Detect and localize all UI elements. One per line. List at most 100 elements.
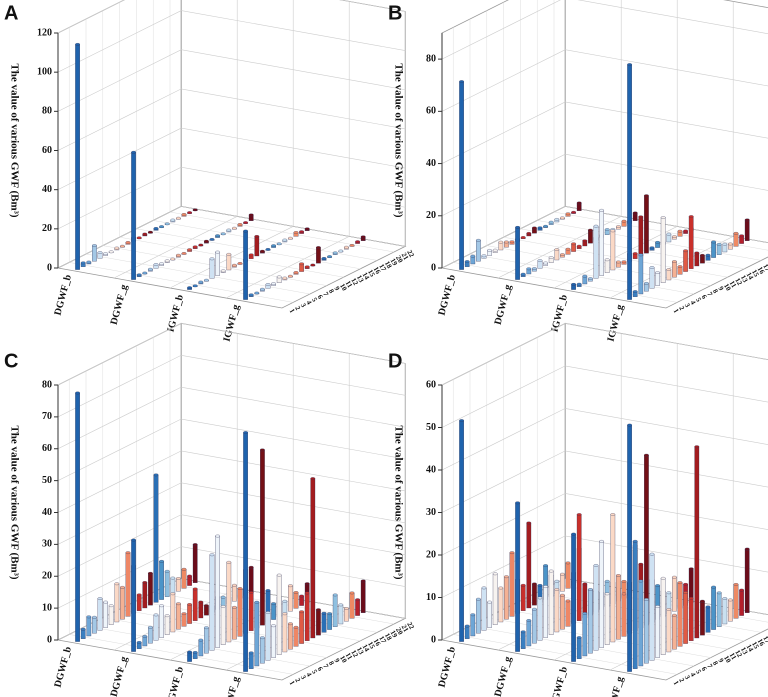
- y-tick-label: 60: [42, 443, 52, 454]
- bar: [215, 251, 220, 276]
- bar-top: [683, 249, 688, 253]
- bar: [532, 583, 537, 606]
- bar: [243, 432, 248, 672]
- grid-line: [441, 0, 768, 60]
- bar: [282, 601, 288, 615]
- grid-line: [57, 482, 406, 545]
- bar: [554, 249, 560, 261]
- bar: [554, 589, 560, 633]
- row-label: 15: [750, 268, 761, 278]
- bar: [744, 548, 750, 613]
- bar-top: [694, 445, 700, 449]
- bar: [739, 589, 744, 616]
- bar: [744, 219, 750, 241]
- bar-top: [576, 282, 582, 286]
- row-label: 16: [372, 265, 383, 275]
- bar-top: [532, 267, 537, 270]
- bar-top: [159, 604, 164, 608]
- row-label: 8: [711, 660, 720, 667]
- bar-top: [666, 591, 672, 595]
- bar-top: [181, 213, 187, 216]
- bar-top: [181, 252, 187, 255]
- bar: [148, 627, 153, 644]
- bar-top: [554, 218, 560, 221]
- bar: [672, 261, 677, 278]
- row-label: 11: [344, 279, 354, 289]
- grid-line: [57, 354, 406, 418]
- row-label: 10: [722, 282, 733, 292]
- bar-top: [243, 229, 248, 233]
- grid-line: [441, 49, 768, 112]
- bar: [338, 604, 344, 625]
- back-wall: [564, 0, 768, 244]
- bar-top: [705, 253, 711, 257]
- bar-top: [593, 224, 599, 228]
- y-tick-label: 0: [47, 634, 52, 645]
- grid-line: [57, 386, 406, 450]
- bar-top: [215, 250, 220, 254]
- bar-top: [599, 539, 604, 543]
- bar-top: [164, 222, 170, 226]
- bar-top: [554, 248, 560, 251]
- row-label: 1: [672, 679, 681, 686]
- bar-top: [293, 591, 299, 594]
- row-label: 6: [316, 665, 325, 672]
- bar: [638, 216, 644, 257]
- category-label: IGWF_b: [165, 293, 186, 333]
- bar-top: [271, 282, 276, 285]
- bar-top: [548, 220, 554, 224]
- bar: [148, 573, 153, 606]
- bar: [733, 233, 739, 247]
- bar-top: [733, 231, 739, 235]
- bar: [181, 613, 187, 627]
- y-tick-label: 60: [426, 379, 436, 390]
- bar-top: [187, 211, 192, 214]
- grid-line: [441, 450, 768, 513]
- floor-grid: [553, 0, 768, 251]
- bar: [515, 502, 520, 652]
- bar: [271, 625, 276, 658]
- bar-top: [243, 221, 248, 224]
- grid-line: [57, 418, 406, 481]
- bar: [299, 611, 304, 644]
- bar-top: [588, 588, 593, 591]
- bar-top: [638, 562, 644, 566]
- bar-top: [677, 265, 683, 268]
- grid-line: [441, 101, 768, 164]
- row-label: 3: [299, 674, 308, 681]
- bar: [716, 244, 722, 255]
- bar-top: [237, 223, 243, 226]
- bar-top: [560, 216, 565, 220]
- category-label: IGWF_b: [165, 665, 186, 697]
- bar-top: [220, 269, 226, 273]
- bar-top: [187, 603, 192, 606]
- bar: [310, 478, 316, 639]
- bar-top: [260, 249, 265, 253]
- bar: [181, 569, 187, 589]
- bar-top: [677, 229, 683, 233]
- bar-top: [92, 244, 97, 247]
- row-label: 5: [694, 296, 703, 303]
- bar-top: [237, 262, 243, 265]
- bar-top: [683, 229, 688, 233]
- bar-top: [276, 275, 282, 279]
- bar-top: [543, 261, 548, 265]
- bar: [248, 567, 254, 593]
- bar: [131, 152, 136, 280]
- bar-top: [660, 216, 666, 219]
- row-label: 17: [377, 263, 388, 273]
- bar-top: [576, 201, 582, 205]
- bar: [571, 533, 576, 662]
- category-label: IGWF_b: [549, 665, 570, 697]
- bar: [487, 601, 492, 628]
- bar-top: [705, 605, 711, 609]
- row-label: 8: [327, 660, 336, 667]
- bar-top: [621, 580, 627, 583]
- bar-top: [599, 208, 604, 212]
- bar-top: [170, 257, 176, 261]
- bar: [142, 636, 148, 647]
- row-label: 19: [388, 629, 399, 639]
- row-label: 10: [338, 282, 349, 292]
- bar: [288, 585, 293, 612]
- y-tick-label: 70: [42, 411, 52, 422]
